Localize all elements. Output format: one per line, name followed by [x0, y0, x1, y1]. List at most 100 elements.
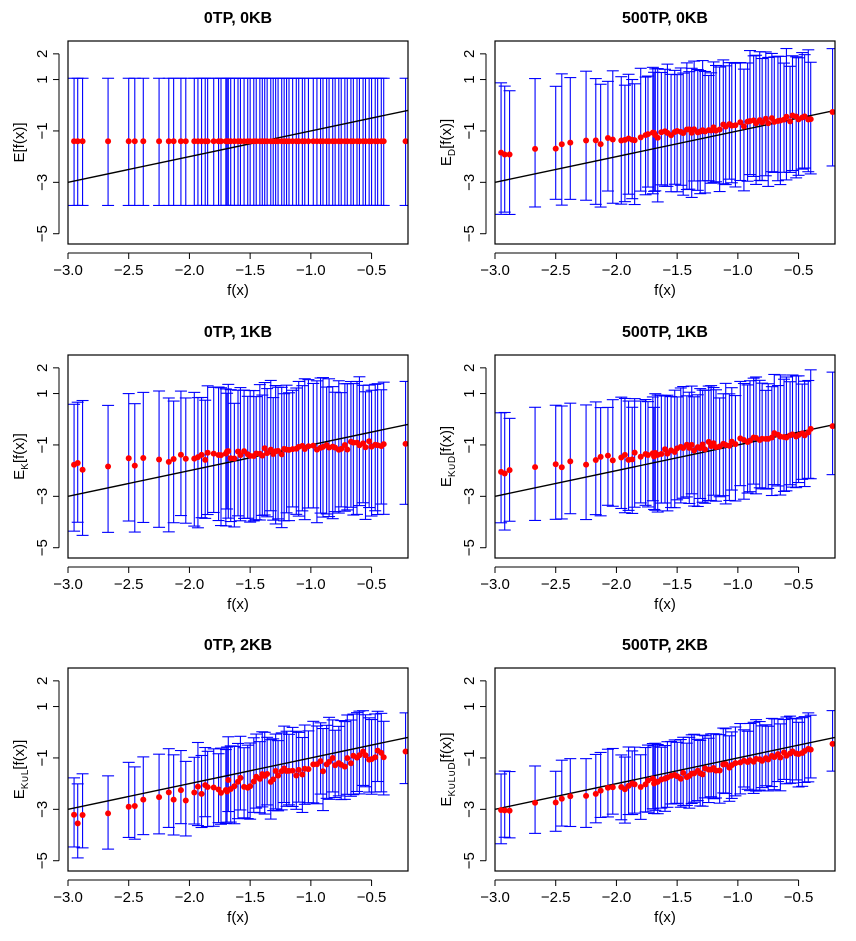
data-point	[567, 139, 574, 146]
y-tick-label: −5	[34, 852, 51, 869]
data-point	[156, 794, 163, 801]
data-point	[74, 820, 81, 827]
data-point	[156, 138, 163, 145]
data-point	[366, 438, 373, 445]
x-axis-label: f(x)	[654, 909, 676, 926]
y-tick-label: 1	[34, 702, 51, 710]
data-point	[807, 746, 814, 753]
data-point	[645, 777, 651, 784]
y-tick-label: 2	[461, 50, 478, 58]
data-point	[645, 131, 651, 138]
data-point	[338, 445, 345, 452]
plot-frame	[494, 40, 836, 245]
data-point	[320, 768, 326, 775]
data-point	[125, 138, 132, 145]
y-tick-label: 2	[461, 364, 478, 372]
y-axis-label: E[f(x)]	[11, 122, 28, 162]
data-point	[604, 452, 611, 459]
data-point	[631, 449, 638, 456]
data-point	[341, 442, 348, 449]
data-point	[807, 116, 814, 123]
y-tick-label: −3	[34, 174, 51, 191]
data-point	[299, 771, 306, 778]
data-point	[378, 749, 385, 756]
y-tick-label: −1	[34, 122, 51, 139]
y-tick-label: −1	[461, 122, 478, 139]
data-point	[259, 452, 266, 459]
data-point	[131, 138, 138, 145]
data-point	[765, 756, 772, 763]
x-tick-label: −3.0	[480, 576, 510, 593]
x-tick-label: −0.5	[784, 576, 814, 593]
data-point	[341, 763, 348, 770]
y-tick-label: −3	[34, 488, 51, 505]
data-point	[237, 774, 244, 781]
data-point	[583, 792, 590, 799]
data-point	[829, 740, 835, 747]
x-tick-label: −1.5	[662, 576, 692, 593]
x-tick-label: −2.0	[175, 576, 205, 593]
data-point	[131, 462, 138, 469]
x-axis-label: f(x)	[227, 909, 249, 926]
panel-p5: 0TP, 2KB −3.0 −2.5 −2.0 −1.5 −1.0 −0.5 f(x) −5 −3…	[11, 637, 409, 926]
identity-line	[68, 423, 408, 498]
x-axis-label: f(x)	[227, 282, 249, 299]
data-point	[558, 141, 565, 148]
x-tick-label: −0.5	[357, 889, 387, 906]
y-tick-label: −5	[34, 225, 51, 242]
plot-frame	[67, 40, 409, 245]
data-point	[402, 748, 408, 755]
data-point	[604, 784, 611, 791]
x-tick-label: −1.0	[723, 889, 753, 906]
panel-p1: 0TP, 0KB −3.0 −2.5 −2.0 −1.5 −1.0 −0.5 f(x) −5 −3…	[11, 10, 409, 299]
y-axis-label: EK∪L[f(x)]	[11, 740, 31, 800]
y-tick-label: 1	[461, 75, 478, 83]
data-point	[317, 758, 324, 765]
data-point	[165, 789, 172, 796]
y-tick-label: −1	[34, 436, 51, 453]
y-label-main: E	[438, 797, 455, 807]
identity-line	[68, 736, 408, 811]
data-point	[105, 463, 112, 470]
x-tick-label: −2.5	[114, 576, 144, 593]
data-point	[688, 441, 695, 448]
data-point	[567, 458, 574, 465]
y-axis-label: EK[f(x)]	[11, 433, 31, 480]
data-point	[305, 138, 312, 145]
y-tick-label: 2	[34, 364, 51, 372]
x-tick-label: −3.0	[480, 262, 510, 279]
data-point	[191, 789, 198, 796]
data-point	[597, 141, 604, 148]
x-tick-label: −2.0	[602, 262, 632, 279]
y-label-subscript: K∪L	[20, 769, 31, 789]
data-point	[552, 799, 559, 806]
data-point	[583, 137, 590, 144]
x-tick-label: −2.0	[602, 576, 632, 593]
x-tick-label: −2.5	[114, 262, 144, 279]
data-point	[609, 457, 616, 464]
data-point	[177, 138, 184, 145]
data-point	[737, 119, 744, 126]
x-tick-label: −1.0	[296, 889, 326, 906]
x-tick-label: −3.0	[53, 576, 83, 593]
data-point	[372, 754, 379, 761]
data-point	[289, 767, 296, 774]
data-point	[783, 113, 790, 120]
data-point	[270, 776, 277, 783]
y-label-subscript: K	[20, 463, 31, 470]
data-point	[362, 752, 369, 759]
data-point	[202, 456, 209, 463]
data-point	[787, 118, 794, 125]
data-point	[567, 793, 574, 800]
data-point	[677, 775, 684, 782]
data-point	[597, 453, 604, 460]
data-point	[210, 784, 217, 791]
data-point	[740, 123, 747, 130]
data-point	[645, 452, 651, 459]
data-point	[768, 434, 775, 441]
data-point	[592, 137, 599, 144]
data-point	[680, 130, 687, 137]
data-point	[225, 448, 232, 455]
x-tick-label: −2.0	[602, 889, 632, 906]
